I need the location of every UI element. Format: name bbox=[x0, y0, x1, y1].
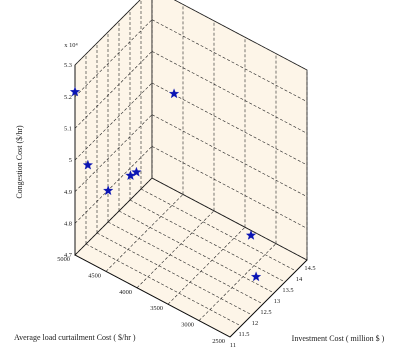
floor-grid-x bbox=[96, 232, 253, 316]
x-tick-label: 12 bbox=[252, 320, 258, 327]
y-tick-label: 3500 bbox=[150, 305, 163, 312]
back-wall-grid-z bbox=[74, 177, 153, 256]
floor-grid-y bbox=[167, 226, 246, 305]
floor-grid-y bbox=[136, 210, 215, 289]
x-tick-label: 13 bbox=[274, 298, 280, 305]
right-wall-grid-z bbox=[151, 51, 308, 134]
back-wall-grid-z bbox=[74, 82, 153, 161]
y-tick-label: 4000 bbox=[119, 289, 132, 296]
y-axis-line bbox=[74, 254, 231, 338]
data-point bbox=[82, 159, 94, 170]
floor-grid-x bbox=[140, 188, 297, 272]
x-tick-label: 14 bbox=[296, 276, 303, 283]
data-point bbox=[168, 88, 180, 99]
x-axis-line bbox=[229, 259, 308, 338]
back-wall-grid-z bbox=[74, 0, 141, 66]
floor-grid-y bbox=[105, 194, 184, 272]
right-wall-grid-z bbox=[151, 19, 308, 102]
data-point bbox=[103, 185, 114, 196]
x-tick-label: 11.5 bbox=[239, 331, 250, 338]
back-wall-grid-z bbox=[74, 51, 153, 129]
floor-grid-x bbox=[129, 199, 286, 283]
z-exponent-label: x 10⁴ bbox=[64, 42, 78, 49]
z-tick-label: 5.2 bbox=[64, 94, 72, 101]
z-tick-label: 5.3 bbox=[64, 62, 72, 69]
z-tick-label: 4.7 bbox=[64, 252, 73, 259]
z-tick-label: 5 bbox=[69, 157, 72, 164]
x-tick-label: 12.5 bbox=[260, 309, 271, 316]
right-wall-grid-z bbox=[151, 82, 308, 166]
back-wall-grid-z bbox=[74, 114, 153, 192]
x-tick-label: 14.5 bbox=[304, 265, 315, 272]
data-point bbox=[69, 86, 81, 97]
back-wall-grid-z bbox=[74, 19, 153, 97]
right-wall-grid-z bbox=[151, 146, 308, 229]
data-point bbox=[131, 166, 142, 177]
y-axis-title: Average load curtailment Cost ( $/hr ) bbox=[14, 333, 136, 342]
floor-grid-x bbox=[118, 210, 275, 294]
data-point bbox=[245, 229, 257, 240]
floor-grid-y bbox=[198, 243, 277, 321]
x-tick-label: 11 bbox=[230, 342, 236, 349]
y-tick-label: 3000 bbox=[181, 322, 194, 329]
z-axis-title: Congestion Cost ($/hr) bbox=[15, 125, 24, 199]
back-wall-grid-z bbox=[74, 146, 153, 224]
right-wall-grid-z bbox=[151, 114, 308, 197]
y-tick-label: 5000 bbox=[57, 256, 70, 263]
floor-grid-x bbox=[107, 221, 264, 305]
y-tick-label: 2500 bbox=[212, 338, 225, 345]
data-point bbox=[250, 271, 262, 282]
y-tick-label: 4500 bbox=[88, 272, 101, 279]
x-tick-label: 13.5 bbox=[282, 287, 293, 294]
z-tick-label: 4.8 bbox=[64, 221, 72, 228]
right-wall-grid-z bbox=[174, 0, 308, 71]
right-wall-grid-z bbox=[151, 177, 308, 261]
z-tick-label: 4.9 bbox=[64, 189, 72, 196]
floor-grid-x bbox=[85, 243, 242, 327]
x-axis-title: Investment Cost ( million $ ) bbox=[292, 334, 385, 343]
z-tick-label: 5.1 bbox=[64, 126, 72, 133]
